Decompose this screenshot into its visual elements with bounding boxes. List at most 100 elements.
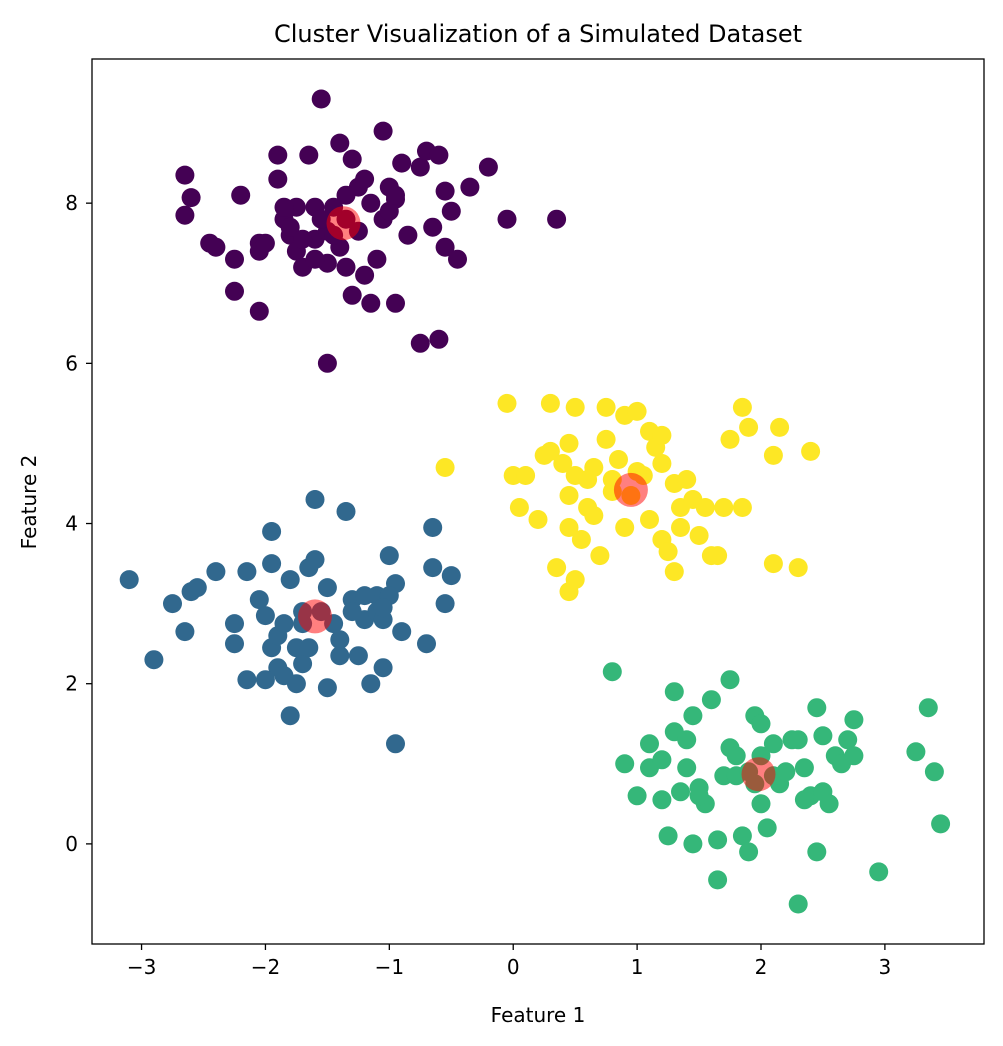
data-point-cluster-1 <box>144 650 164 670</box>
data-point-cluster-1 <box>373 658 393 678</box>
data-point-cluster-3 <box>547 558 567 578</box>
data-point-cluster-3 <box>565 397 585 417</box>
data-point-cluster-2 <box>807 698 827 718</box>
data-point-cluster-2 <box>931 814 951 834</box>
plot-frame <box>91 58 985 945</box>
data-point-cluster-1 <box>225 634 244 654</box>
centers-layer <box>298 206 776 792</box>
data-point-cluster-2 <box>751 714 771 734</box>
data-point-cluster-1 <box>255 670 275 690</box>
data-point-cluster-2 <box>844 710 864 730</box>
cluster-center-0 <box>326 206 361 241</box>
data-point-cluster-0 <box>299 145 319 165</box>
data-point-cluster-0 <box>336 257 356 277</box>
data-point-cluster-1 <box>336 502 356 521</box>
data-point-cluster-3 <box>540 441 560 461</box>
data-point-cluster-2 <box>708 830 728 850</box>
data-point-cluster-2 <box>838 730 858 750</box>
data-point-cluster-3 <box>689 526 709 545</box>
data-point-cluster-2 <box>726 746 746 766</box>
data-point-cluster-0 <box>367 249 387 269</box>
y-tick-label: 2 <box>65 672 78 696</box>
data-point-cluster-1 <box>187 578 207 598</box>
data-point-cluster-0 <box>225 281 244 301</box>
data-point-cluster-0 <box>355 265 375 285</box>
data-point-cluster-2 <box>652 750 672 770</box>
points-layer <box>119 89 951 914</box>
data-point-cluster-3 <box>528 510 548 529</box>
data-point-cluster-2 <box>683 834 703 854</box>
data-point-cluster-0 <box>311 89 331 109</box>
data-point-cluster-2 <box>640 734 659 754</box>
data-point-cluster-1 <box>262 554 282 574</box>
data-point-cluster-2 <box>794 758 814 778</box>
data-point-cluster-3 <box>559 486 579 505</box>
data-point-cluster-0 <box>342 149 362 169</box>
data-point-cluster-1 <box>423 558 443 578</box>
data-point-cluster-3 <box>435 458 455 477</box>
data-point-cluster-3 <box>553 454 573 473</box>
data-point-cluster-1 <box>330 646 350 666</box>
data-point-cluster-3 <box>578 470 598 489</box>
data-point-cluster-3 <box>615 518 635 537</box>
data-point-cluster-0 <box>274 197 294 217</box>
data-point-cluster-1 <box>435 594 455 614</box>
data-point-cluster-1 <box>249 590 269 610</box>
data-point-cluster-1 <box>355 586 375 606</box>
data-point-cluster-1 <box>286 674 306 694</box>
data-point-cluster-3 <box>732 498 752 517</box>
data-point-cluster-0 <box>497 209 517 229</box>
data-point-cluster-3 <box>732 397 752 417</box>
data-point-cluster-2 <box>757 818 777 838</box>
x-axis-label: Feature 1 <box>491 1003 586 1027</box>
data-point-cluster-1 <box>330 630 350 650</box>
data-point-cluster-1 <box>280 570 300 590</box>
data-point-cluster-0 <box>355 169 375 189</box>
data-point-cluster-1 <box>379 546 399 566</box>
data-point-cluster-2 <box>602 662 622 682</box>
data-point-cluster-3 <box>590 546 610 566</box>
data-point-cluster-0 <box>225 249 244 269</box>
data-point-cluster-0 <box>249 301 269 321</box>
data-point-cluster-0 <box>435 237 455 257</box>
data-point-cluster-0 <box>361 193 381 213</box>
data-point-cluster-0 <box>175 205 195 225</box>
data-point-cluster-0 <box>429 329 449 349</box>
cluster-center-2 <box>741 757 776 792</box>
data-point-cluster-3 <box>664 562 684 582</box>
data-point-cluster-3 <box>788 558 808 578</box>
data-point-cluster-3 <box>509 498 529 517</box>
data-point-cluster-0 <box>268 145 288 165</box>
data-point-cluster-3 <box>640 510 659 529</box>
data-point-cluster-0 <box>392 153 412 173</box>
data-point-cluster-1 <box>305 550 325 570</box>
data-point-cluster-2 <box>615 754 635 774</box>
data-point-cluster-1 <box>317 678 337 698</box>
data-point-cluster-2 <box>732 826 752 846</box>
data-point-cluster-3 <box>559 518 579 537</box>
data-point-cluster-1 <box>417 634 436 654</box>
data-point-cluster-0 <box>429 145 449 165</box>
data-point-cluster-1 <box>280 706 300 726</box>
data-point-cluster-1 <box>274 614 294 634</box>
data-point-cluster-0 <box>336 185 356 205</box>
y-tick-label: 6 <box>65 351 78 375</box>
data-point-cluster-3 <box>516 466 536 485</box>
data-point-cluster-3 <box>695 498 715 517</box>
data-point-cluster-3 <box>596 429 616 449</box>
x-tick-label: 3 <box>879 955 892 979</box>
data-point-cluster-0 <box>398 225 418 245</box>
data-point-cluster-3 <box>763 445 783 465</box>
data-point-cluster-0 <box>305 249 325 269</box>
data-point-cluster-3 <box>559 433 579 453</box>
data-point-cluster-1 <box>255 606 275 626</box>
data-point-cluster-1 <box>317 578 337 598</box>
data-point-cluster-3 <box>540 393 560 413</box>
data-point-cluster-2 <box>807 842 827 862</box>
y-tick-label: 8 <box>65 191 78 215</box>
data-point-cluster-2 <box>689 786 709 806</box>
cluster-center-1 <box>298 599 332 634</box>
x-tick-label: −1 <box>375 955 404 979</box>
data-point-cluster-2 <box>683 706 703 726</box>
